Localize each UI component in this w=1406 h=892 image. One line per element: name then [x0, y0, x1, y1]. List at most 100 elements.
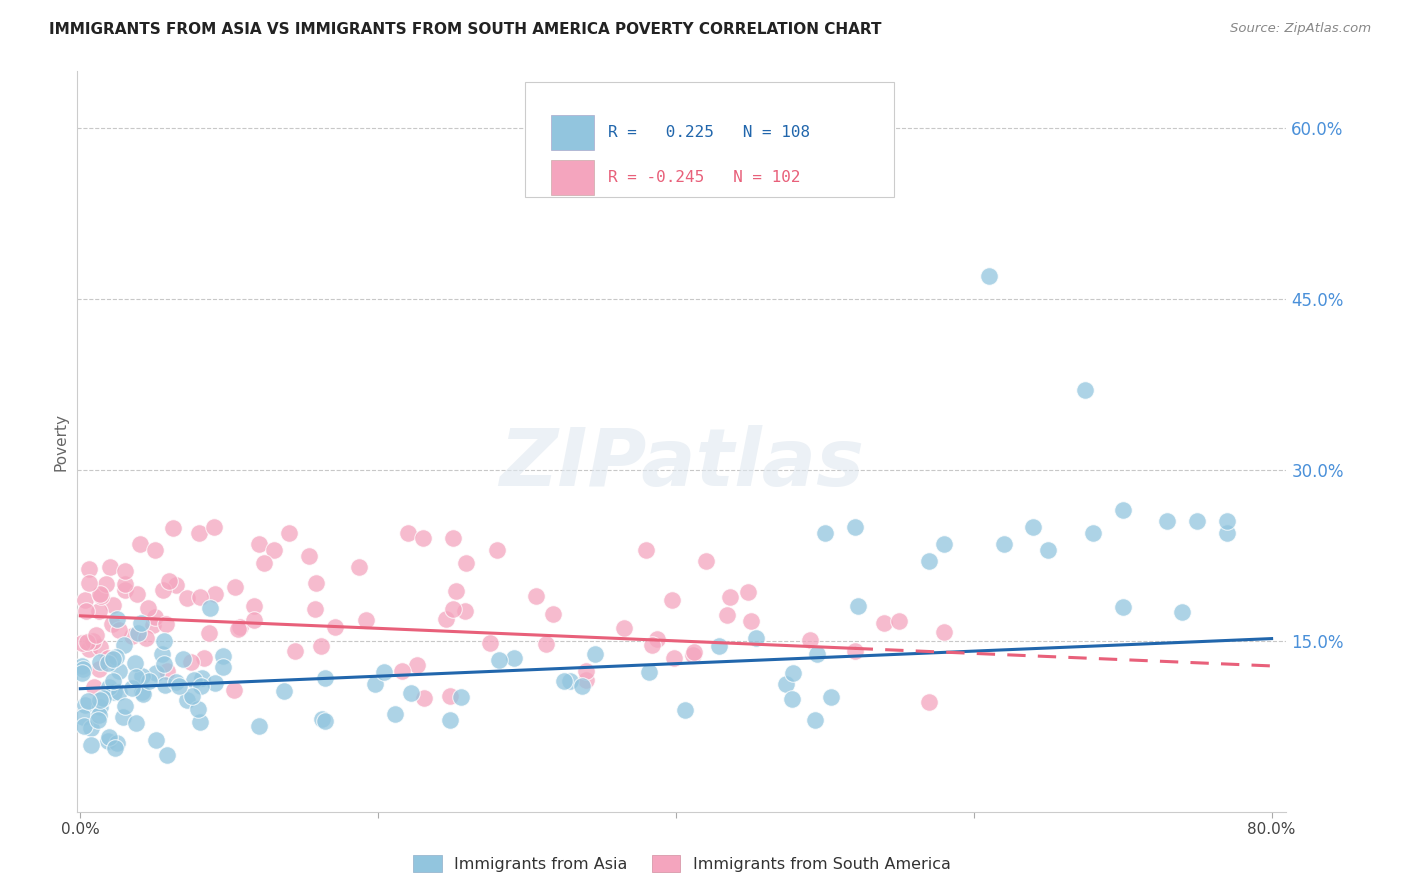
FancyBboxPatch shape: [524, 82, 894, 197]
Point: [128, 537, 150, 551]
Point: [98, 559, 121, 574]
Point: [176, 591, 198, 605]
Point: [695, 150, 717, 164]
Point: [1111, 503, 1133, 517]
Point: [101, 652, 124, 666]
Point: [136, 601, 159, 615]
Point: [89, 700, 111, 714]
Point: [167, 679, 190, 693]
Point: [145, 666, 167, 681]
Point: [1038, 542, 1060, 557]
Point: [534, 637, 557, 651]
Point: [575, 673, 598, 687]
Point: [439, 714, 461, 728]
Point: [356, 613, 378, 627]
Point: [391, 664, 413, 678]
Point: [253, 556, 276, 570]
Point: [72, 710, 94, 724]
Point: [932, 537, 955, 551]
Point: [80, 739, 103, 753]
Point: [152, 583, 174, 598]
Point: [150, 647, 173, 661]
Point: [172, 651, 194, 665]
Point: [682, 648, 704, 662]
Point: [441, 601, 464, 615]
Point: [737, 585, 759, 599]
Point: [454, 604, 477, 618]
Point: [583, 647, 606, 661]
Point: [1074, 384, 1097, 398]
Point: [323, 620, 346, 634]
Point: [662, 650, 685, 665]
Point: [97, 734, 120, 748]
Point: [165, 578, 187, 592]
Point: [127, 626, 149, 640]
Point: [155, 664, 177, 678]
Point: [450, 690, 472, 705]
Point: [844, 520, 866, 534]
Point: [155, 678, 177, 692]
Point: [108, 623, 131, 637]
Point: [108, 665, 131, 679]
Point: [571, 679, 593, 693]
Point: [814, 525, 837, 540]
Point: [695, 554, 717, 568]
Point: [97, 656, 120, 670]
Y-axis label: Poverty: Poverty: [53, 412, 69, 471]
Point: [89, 693, 111, 707]
Point: [222, 683, 245, 698]
Point: [121, 630, 143, 644]
Point: [91, 690, 114, 705]
Point: [142, 618, 165, 632]
Bar: [551, 160, 593, 195]
Point: [541, 607, 564, 622]
Point: [309, 639, 332, 653]
Text: IMMIGRANTS FROM ASIA VS IMMIGRANTS FROM SOUTH AMERICA POVERTY CORRELATION CHART: IMMIGRANTS FROM ASIA VS IMMIGRANTS FROM …: [49, 22, 882, 37]
Text: Source: ZipAtlas.com: Source: ZipAtlas.com: [1230, 22, 1371, 36]
Point: [1216, 525, 1239, 540]
Point: [73, 698, 96, 712]
Point: [111, 710, 134, 724]
Point: [114, 698, 136, 713]
Point: [439, 690, 461, 704]
Point: [212, 659, 235, 673]
Point: [87, 713, 110, 727]
Point: [412, 691, 434, 706]
Point: [125, 670, 148, 684]
Point: [503, 650, 526, 665]
Point: [125, 716, 148, 731]
Point: [673, 703, 696, 717]
Point: [314, 671, 336, 685]
Point: [873, 616, 896, 631]
Point: [191, 672, 214, 686]
Point: [138, 673, 160, 688]
Point: [89, 707, 111, 722]
Point: [70, 636, 93, 650]
Point: [94, 577, 117, 591]
Point: [224, 580, 246, 594]
Point: [718, 590, 741, 604]
Point: [76, 694, 98, 708]
Point: [229, 620, 252, 634]
Point: [105, 736, 128, 750]
Point: [103, 674, 125, 689]
Bar: [551, 114, 593, 150]
Point: [97, 730, 120, 744]
Point: [716, 608, 738, 623]
Point: [124, 657, 146, 671]
Point: [373, 665, 395, 680]
Point: [526, 589, 548, 603]
Point: [72, 659, 94, 673]
Point: [156, 747, 179, 762]
Point: [744, 632, 766, 646]
Point: [638, 665, 661, 679]
Point: [661, 592, 683, 607]
Point: [89, 662, 111, 676]
Point: [89, 656, 111, 670]
Point: [98, 680, 121, 694]
Point: [1022, 520, 1045, 534]
Point: [1185, 514, 1208, 528]
Point: [103, 684, 125, 698]
Point: [131, 685, 153, 699]
Point: [204, 587, 226, 601]
